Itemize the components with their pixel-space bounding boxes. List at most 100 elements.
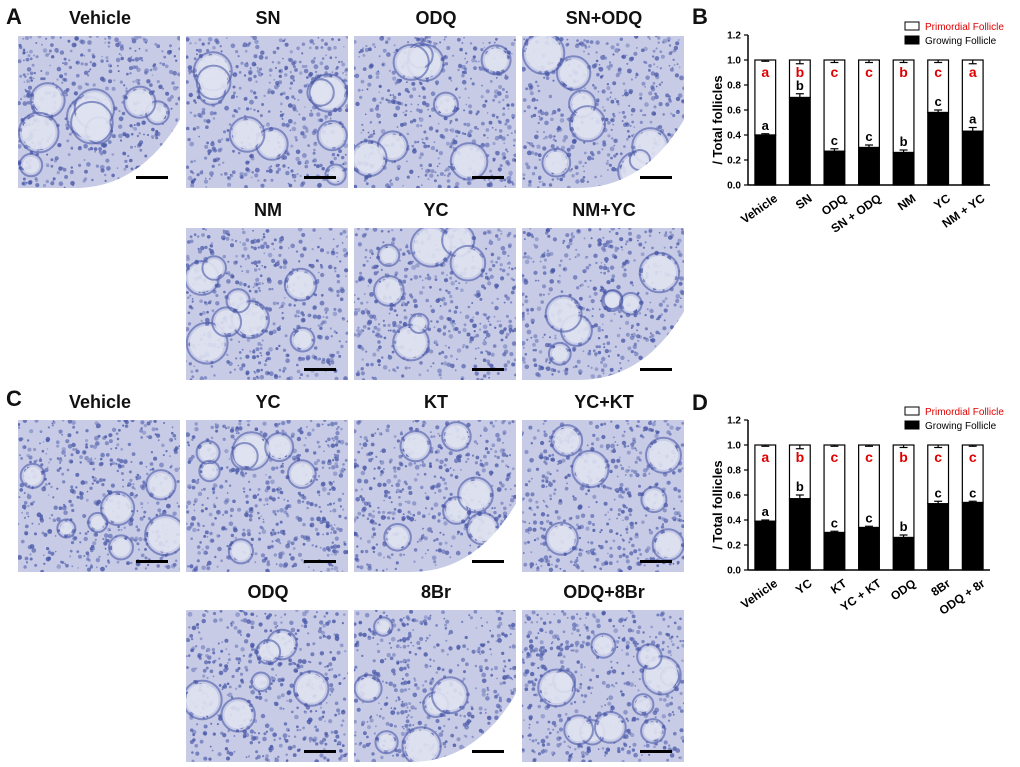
- chart-b-svg: 0.0 0.2 0.4 0.6 0.8 1.0 1.2 / Total follicles a a…: [710, 21, 1004, 236]
- bar-growing: [858, 526, 880, 571]
- label-primordial: c: [934, 449, 942, 465]
- scale-bar: [472, 560, 504, 563]
- y-tick-label: 0.8: [727, 466, 741, 477]
- label-growing: c: [865, 129, 872, 144]
- y-tick-label: 0.4: [727, 516, 741, 527]
- label-growing: b: [900, 134, 908, 149]
- label-primordial: c: [865, 449, 873, 465]
- bar-growing: [823, 531, 846, 571]
- label-growing: c: [935, 94, 942, 109]
- scale-bar: [640, 560, 672, 563]
- y-axis-label: / Total follicles: [710, 75, 725, 164]
- label-primordial: b: [899, 64, 908, 80]
- label-primordial: a: [761, 449, 769, 465]
- micrograph-a-odq: [354, 36, 516, 188]
- image-title-c-8br: 8Br: [420, 582, 451, 602]
- y-tick-label: 0.2: [727, 156, 741, 167]
- micrograph-c-odq-8br: [522, 610, 684, 762]
- micrograph-c-yc: [186, 420, 348, 572]
- label-primordial: c: [934, 64, 942, 80]
- y-tick-label: 1.0: [727, 441, 741, 452]
- image-title-c-yc-kt: YC+KT: [574, 392, 634, 412]
- x-tick-label: NM: [895, 191, 918, 213]
- chart-d: 0.0 0.2 0.4 0.6 0.8 1.0 1.2 / Total follicles a a…: [700, 405, 1018, 635]
- panel-letter-d: D: [692, 390, 708, 415]
- label-primordial: b: [899, 449, 908, 465]
- label-growing: c: [969, 485, 976, 500]
- image-title-a-vehicle: Vehicle: [68, 8, 132, 28]
- y-tick-label: 1.2: [727, 416, 741, 427]
- x-tick-label: 8Br: [928, 576, 953, 599]
- x-tick-label: SN: [793, 191, 815, 212]
- label-primordial: a: [969, 64, 977, 80]
- bar-growing: [754, 520, 777, 571]
- micrograph-a-vehicle: [18, 36, 180, 188]
- micrograph-c-yc-kt: [522, 420, 684, 572]
- legend-swatch-primordial: [904, 21, 920, 31]
- label-growing: b: [900, 519, 908, 534]
- scale-bar: [472, 368, 504, 371]
- label-growing: c: [831, 515, 838, 530]
- scale-bar: [304, 560, 336, 563]
- bar-growing: [858, 146, 880, 186]
- bar-growing: [961, 501, 984, 571]
- scale-bar: [640, 368, 672, 371]
- bar-growing: [961, 130, 984, 186]
- label-growing: c: [865, 510, 872, 525]
- micrograph-texture: [522, 610, 684, 762]
- micrograph-texture: [522, 228, 684, 380]
- label-growing: a: [762, 504, 770, 519]
- micrograph-texture: [354, 228, 516, 380]
- legend-label-primordial: Primordial Follicle: [925, 407, 1004, 418]
- bar-growing: [927, 111, 950, 186]
- x-tick-label: ODQ: [888, 576, 918, 603]
- image-title-c-vehicle: Vehicle: [68, 392, 132, 412]
- scale-bar: [304, 750, 336, 753]
- label-primordial: b: [796, 449, 805, 465]
- micrograph-texture: [186, 420, 348, 572]
- x-tick-label: YC: [793, 576, 815, 597]
- scale-bar: [472, 176, 504, 179]
- image-title-a-nm-yc: NM+YC: [572, 200, 636, 220]
- scale-bar: [304, 176, 336, 179]
- legend-label-growing: Growing Follicle: [925, 36, 997, 47]
- label-primordial: b: [796, 64, 805, 80]
- legend-label-primordial: Primordial Follicle: [925, 22, 1004, 33]
- image-title-c-odq-8br: ODQ+8Br: [563, 582, 645, 602]
- label-growing: b: [796, 78, 804, 93]
- label-primordial: c: [969, 449, 977, 465]
- y-axis-label: / Total follicles: [710, 460, 725, 549]
- scale-bar: [304, 368, 336, 371]
- micrograph-texture: [522, 36, 684, 188]
- label-primordial: c: [865, 64, 873, 80]
- legend-label-growing: Growing Follicle: [925, 421, 997, 432]
- scale-bar: [640, 176, 672, 179]
- micrograph-c-kt: [354, 420, 516, 572]
- y-tick-label: 0.8: [727, 81, 741, 92]
- image-title-c-odq: ODQ: [247, 582, 289, 602]
- label-primordial: c: [831, 449, 839, 465]
- y-tick-label: 0.6: [727, 106, 741, 117]
- legend-swatch-growing: [904, 420, 920, 430]
- micrograph-a-nm-yc: [522, 228, 684, 380]
- bar-growing: [892, 151, 915, 186]
- micrograph-c-vehicle: [18, 420, 180, 572]
- image-title-c-yc: YC: [255, 392, 281, 412]
- x-tick-label: KT: [828, 576, 850, 597]
- micrograph-c-odq: [186, 610, 348, 762]
- image-title-a-sn-odq: SN+ODQ: [565, 8, 643, 28]
- label-growing: b: [796, 479, 804, 494]
- micrograph-texture: [354, 420, 516, 572]
- micrograph-a-nm: [186, 228, 348, 380]
- panel-letter-b: B: [692, 4, 708, 29]
- micrograph-texture: [186, 610, 348, 762]
- label-growing: c: [831, 133, 838, 148]
- label-growing: a: [762, 118, 770, 133]
- micrograph-texture: [522, 420, 684, 572]
- micrograph-texture: [186, 228, 348, 380]
- chart-d-svg: 0.0 0.2 0.4 0.6 0.8 1.0 1.2 / Total follicles a a…: [710, 406, 1004, 618]
- panel-letter-a: A: [6, 4, 22, 29]
- bar-growing: [892, 536, 915, 571]
- image-title-a-odq: ODQ: [415, 8, 457, 28]
- y-tick-label: 0.0: [727, 566, 741, 577]
